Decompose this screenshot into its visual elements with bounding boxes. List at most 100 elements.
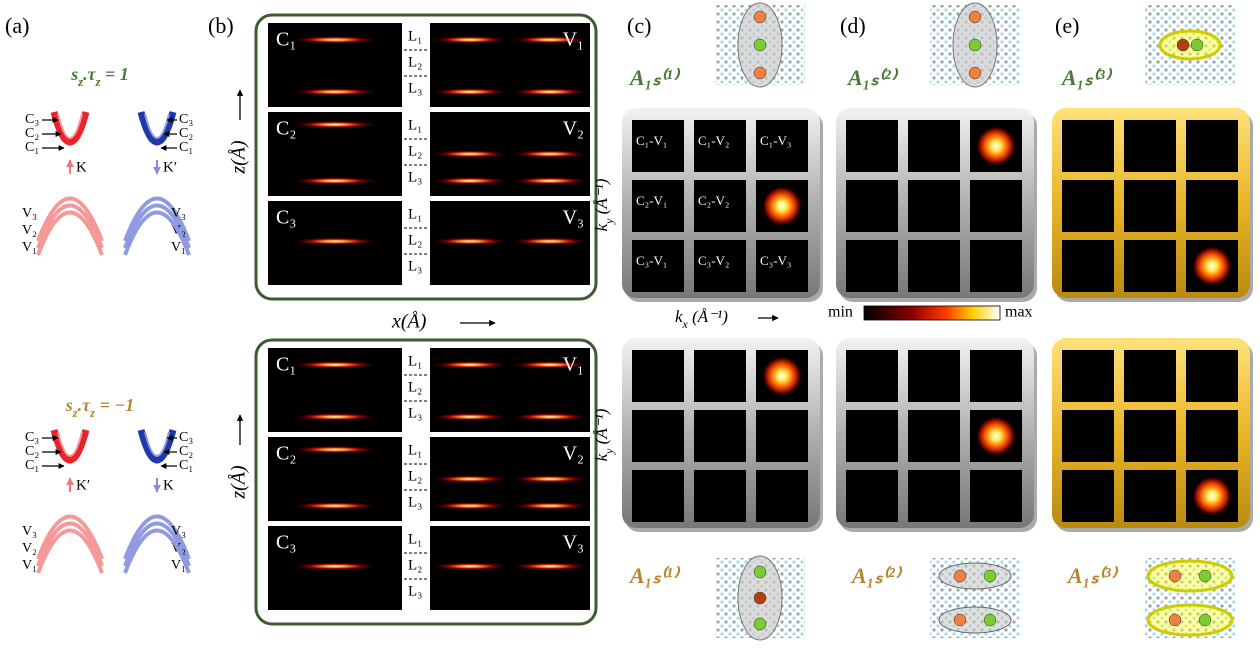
layer-label: L₁	[408, 117, 422, 133]
band-label: V₁	[22, 240, 37, 255]
particle	[754, 566, 766, 578]
density-streak	[510, 150, 590, 158]
density-streak	[290, 446, 380, 454]
band-label: C₃	[25, 430, 39, 445]
density-streak	[290, 237, 380, 245]
band-label: C₁	[25, 458, 39, 473]
band-label: C₃	[179, 430, 193, 445]
band-label: C₂	[25, 444, 39, 459]
density-streak	[290, 177, 380, 185]
cell-label: C₁-V₃	[760, 133, 791, 148]
particle	[1199, 570, 1211, 582]
layer-label: L₂	[408, 379, 422, 395]
band-label: C₁	[25, 140, 39, 155]
matrix-cell	[1186, 350, 1238, 402]
x-axis-label: x(Å)	[391, 311, 427, 333]
exciton-shell	[939, 563, 1011, 589]
matrix-cell	[1062, 120, 1114, 172]
band-label: C₂	[25, 126, 39, 141]
band-label: V₃	[22, 524, 37, 539]
matrix-cell	[632, 470, 684, 522]
particle	[954, 570, 966, 582]
matrix-cell	[908, 350, 960, 402]
exciton-glow	[976, 126, 1016, 166]
band-label: V₃	[22, 206, 37, 221]
band-label: C₁	[179, 140, 193, 155]
particle	[969, 39, 981, 51]
exciton-label: A₁ₛ⁽²⁾	[850, 563, 903, 588]
matrix-cell	[970, 470, 1022, 522]
particle	[954, 614, 966, 626]
matrix-cell	[846, 180, 898, 232]
matrix-cell	[1124, 470, 1176, 522]
particle	[1169, 614, 1181, 626]
panel-label: (e)	[1055, 13, 1079, 38]
band-label: V₁	[171, 240, 186, 255]
z-axis-label: z(Å)	[228, 140, 250, 175]
exciton-label: A₁ₛ⁽²⁾	[846, 65, 899, 90]
ky-label-part: (Å⁻¹)	[592, 408, 611, 448]
particle	[754, 67, 766, 79]
matrix-cell	[846, 410, 898, 462]
layer-label: L₁	[408, 531, 422, 547]
density-streak	[290, 361, 380, 369]
spin-valley-formula-part: = −1	[95, 395, 134, 415]
colorbar	[864, 306, 1000, 320]
panel-label: (a)	[5, 13, 29, 38]
band-label: V₂	[22, 223, 37, 238]
density-streak	[510, 502, 590, 510]
cell-label: C₂-V₁	[636, 193, 667, 208]
spin-valley-formula-part: s	[70, 64, 78, 84]
matrix-cell	[846, 120, 898, 172]
density-streak	[430, 562, 510, 570]
z-axis-label: z(Å)	[228, 465, 250, 500]
particle	[754, 592, 766, 604]
matrix-cell	[632, 350, 684, 402]
density-streak	[430, 150, 510, 158]
layer-label: L₂	[408, 143, 422, 159]
panel-label: (d)	[840, 13, 866, 38]
layer-label: L₁	[408, 442, 422, 458]
band-label: C₂	[179, 126, 193, 141]
matrix-cell	[846, 470, 898, 522]
density-streak	[430, 413, 510, 421]
density-streak	[510, 237, 590, 245]
matrix-cell	[970, 350, 1022, 402]
matrix-cell	[694, 410, 746, 462]
kx-label-part: (Å⁻¹)	[688, 307, 728, 326]
panel-label: (c)	[627, 13, 651, 38]
valence-label: V₁	[563, 354, 584, 376]
matrix-cell	[1186, 410, 1238, 462]
matrix-cell	[1186, 120, 1238, 172]
conduction-label: C₁	[276, 354, 296, 376]
matrix-cell	[1062, 350, 1114, 402]
spin-valley-formula-part: = 1	[101, 64, 129, 84]
exciton-shell	[1160, 31, 1220, 59]
matrix-cell	[908, 410, 960, 462]
valley-label: K′	[76, 477, 90, 493]
density-streak	[510, 88, 590, 96]
density-streak	[510, 177, 590, 185]
matrix-cell	[1062, 180, 1114, 232]
density-streak	[510, 562, 590, 570]
conduction-label: C₃	[276, 207, 296, 229]
density-streak	[430, 361, 510, 369]
exciton-shell	[939, 607, 1011, 633]
particle	[1169, 570, 1181, 582]
density-streak	[290, 413, 380, 421]
valence-label: V₂	[563, 443, 584, 465]
band-label: V₁	[171, 558, 186, 573]
matrix-cell	[1062, 240, 1114, 292]
density-streak	[290, 88, 380, 96]
particle	[1199, 614, 1211, 626]
conduction-label: C₂	[276, 443, 296, 465]
matrix-cell	[908, 180, 960, 232]
band-label: C₁	[179, 458, 193, 473]
cell-label: C₃-V₃	[760, 253, 791, 268]
figure: (a)(b)(c)(d)(e)sz.τz = 1C₃C₂C₁KV₃V₂V₁C₃C…	[0, 0, 1260, 653]
matrix-cell	[908, 120, 960, 172]
matrix-cell	[1186, 180, 1238, 232]
spin-valley-formula: sz.τz = 1	[70, 64, 129, 89]
layer-label: L₂	[408, 557, 422, 573]
cell-label: C₁-V₂	[698, 133, 729, 148]
